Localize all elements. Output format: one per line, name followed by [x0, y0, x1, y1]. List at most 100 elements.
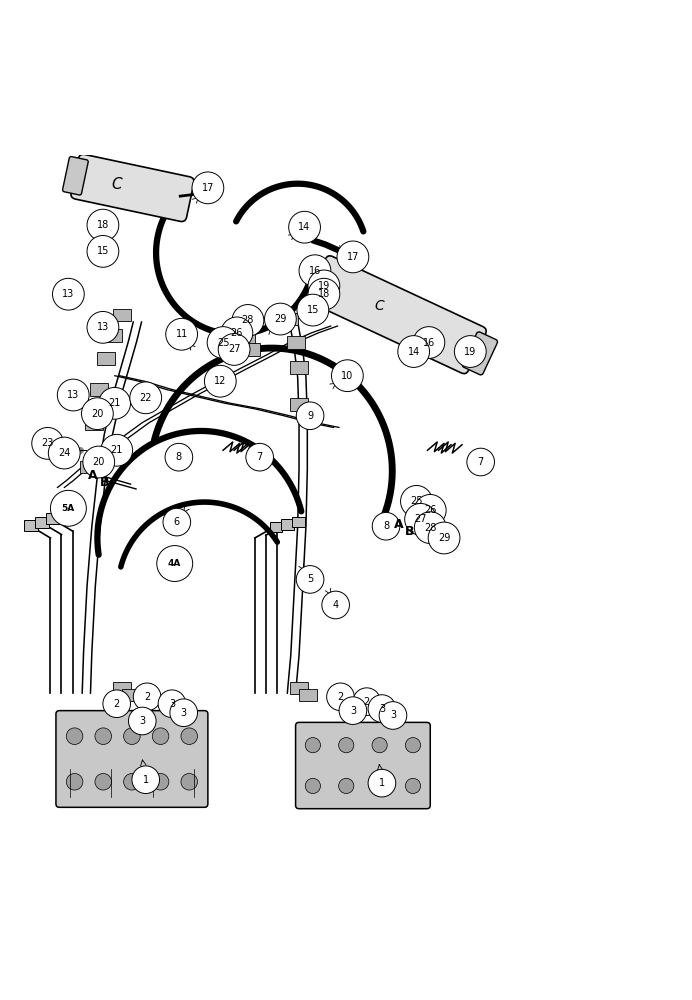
- Text: 28: 28: [424, 523, 437, 533]
- Circle shape: [87, 311, 119, 343]
- Text: C: C: [374, 299, 384, 313]
- Text: 2: 2: [363, 697, 370, 707]
- Text: 13: 13: [67, 390, 80, 400]
- Circle shape: [413, 327, 445, 358]
- Bar: [113, 682, 131, 694]
- Circle shape: [331, 360, 363, 392]
- Text: 10: 10: [341, 371, 354, 381]
- Circle shape: [152, 773, 169, 790]
- Text: 1: 1: [379, 778, 385, 788]
- Circle shape: [406, 738, 421, 753]
- Circle shape: [157, 546, 192, 581]
- Text: 20: 20: [93, 457, 105, 467]
- Circle shape: [308, 270, 340, 302]
- Bar: [237, 331, 255, 344]
- Circle shape: [322, 591, 349, 619]
- Bar: [90, 383, 108, 396]
- Circle shape: [289, 211, 320, 243]
- Circle shape: [95, 773, 111, 790]
- Circle shape: [32, 427, 64, 459]
- Text: 21: 21: [111, 445, 123, 455]
- FancyBboxPatch shape: [295, 722, 430, 809]
- Text: 13: 13: [97, 322, 109, 332]
- Circle shape: [165, 443, 192, 471]
- Circle shape: [368, 769, 396, 797]
- Circle shape: [379, 702, 407, 729]
- Text: 4: 4: [333, 600, 338, 610]
- Bar: [80, 461, 98, 473]
- Circle shape: [305, 738, 320, 753]
- Bar: [290, 398, 308, 411]
- FancyBboxPatch shape: [462, 332, 498, 375]
- Circle shape: [297, 294, 329, 326]
- Circle shape: [132, 766, 160, 794]
- Bar: [281, 519, 293, 530]
- Text: 2: 2: [144, 692, 150, 702]
- Text: C: C: [111, 177, 122, 192]
- Text: 3: 3: [139, 716, 145, 726]
- Text: B: B: [405, 525, 415, 538]
- Bar: [122, 689, 140, 701]
- Text: 14: 14: [298, 222, 311, 232]
- FancyBboxPatch shape: [71, 154, 194, 222]
- Text: 17: 17: [201, 183, 214, 193]
- Circle shape: [99, 387, 131, 419]
- Text: 28: 28: [242, 315, 254, 325]
- Circle shape: [124, 728, 140, 744]
- Circle shape: [308, 278, 340, 310]
- Circle shape: [163, 508, 190, 536]
- Circle shape: [134, 683, 161, 711]
- Circle shape: [66, 728, 83, 744]
- Circle shape: [51, 490, 86, 526]
- Circle shape: [398, 336, 430, 367]
- Circle shape: [296, 402, 324, 430]
- Circle shape: [339, 697, 367, 724]
- Text: 23: 23: [42, 438, 54, 448]
- Text: 2: 2: [113, 699, 120, 709]
- Text: 21: 21: [109, 398, 121, 408]
- Bar: [35, 517, 49, 528]
- Circle shape: [372, 778, 388, 794]
- Circle shape: [181, 773, 197, 790]
- Circle shape: [87, 235, 119, 267]
- Circle shape: [455, 336, 486, 367]
- Text: 15: 15: [307, 305, 319, 315]
- Circle shape: [305, 778, 320, 794]
- Text: 8: 8: [176, 452, 182, 462]
- Bar: [270, 522, 282, 532]
- Circle shape: [181, 728, 197, 744]
- Bar: [85, 418, 103, 430]
- FancyBboxPatch shape: [56, 711, 208, 807]
- Circle shape: [406, 778, 421, 794]
- Circle shape: [246, 443, 273, 471]
- Circle shape: [299, 255, 331, 287]
- Text: B: B: [100, 476, 109, 489]
- Circle shape: [338, 738, 354, 753]
- Circle shape: [101, 434, 133, 466]
- Circle shape: [82, 398, 113, 430]
- Circle shape: [207, 327, 239, 358]
- Text: 3: 3: [181, 708, 187, 718]
- Circle shape: [428, 522, 460, 554]
- Bar: [242, 343, 260, 356]
- Text: 18: 18: [97, 220, 109, 230]
- Circle shape: [405, 503, 437, 535]
- Circle shape: [401, 485, 432, 517]
- Text: 5: 5: [307, 574, 313, 584]
- Text: 16: 16: [309, 266, 321, 276]
- Text: 15: 15: [97, 246, 109, 256]
- Circle shape: [83, 446, 115, 478]
- Text: 22: 22: [140, 393, 152, 403]
- Circle shape: [66, 773, 83, 790]
- Circle shape: [415, 512, 446, 544]
- Text: A: A: [88, 469, 98, 482]
- Circle shape: [368, 695, 396, 722]
- Circle shape: [95, 728, 111, 744]
- Circle shape: [87, 209, 119, 241]
- Circle shape: [218, 334, 250, 365]
- Text: 26: 26: [230, 328, 243, 338]
- Circle shape: [338, 778, 354, 794]
- Text: 19: 19: [464, 347, 476, 357]
- Circle shape: [152, 728, 169, 744]
- Text: 27: 27: [228, 344, 240, 354]
